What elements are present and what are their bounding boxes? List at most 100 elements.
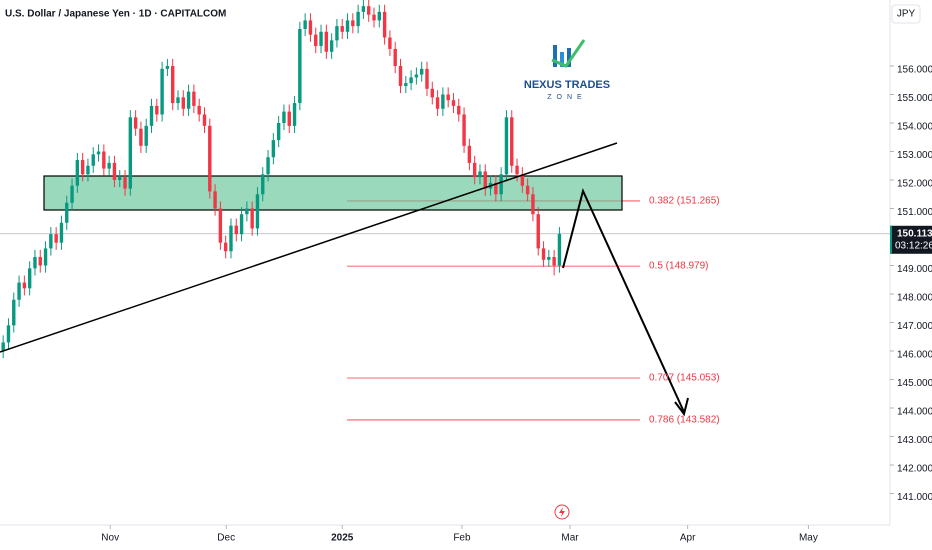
- projection-path: [562, 188, 685, 413]
- candle-body: [345, 20, 350, 32]
- candle-body: [1, 342, 5, 352]
- candle-body: [149, 105, 154, 126]
- candle-body: [234, 225, 238, 235]
- candle-body: [494, 182, 498, 195]
- candle-body: [107, 162, 111, 169]
- candle-body: [483, 171, 487, 189]
- candle-body: [472, 162, 477, 178]
- candle-body: [6, 325, 11, 343]
- candle-body: [202, 114, 207, 126]
- arrow-head: [674, 397, 689, 417]
- candle-body: [319, 31, 323, 47]
- candle-body: [404, 83, 408, 86]
- candle-body: [340, 26, 344, 32]
- trend-line: [0, 142, 618, 353]
- logo-subtitle: ZONE: [547, 94, 586, 101]
- candle-body: [213, 191, 217, 209]
- support-zone: [43, 175, 623, 211]
- event-icon[interactable]: [554, 504, 570, 520]
- fib-label: 0.707 (145.053): [649, 373, 720, 384]
- candle-body: [504, 117, 509, 175]
- candle-body: [165, 66, 170, 69]
- x-tick-label: 2025: [331, 533, 354, 544]
- y-tick-label: 152.000: [897, 179, 932, 190]
- y-tick-label: 145.000: [897, 378, 932, 389]
- candle-body: [102, 151, 106, 169]
- candle-body: [393, 48, 397, 67]
- candle-body: [239, 214, 244, 235]
- candle-body: [329, 40, 334, 52]
- candle-body: [208, 125, 212, 192]
- candle-body: [361, 6, 366, 12]
- candle-body: [33, 256, 37, 269]
- candle-body: [65, 202, 69, 223]
- candle-body: [367, 6, 371, 15]
- x-tick-label: Dec: [217, 533, 235, 544]
- candle-body: [70, 185, 74, 203]
- candle-body: [118, 177, 122, 181]
- candle-body: [446, 94, 450, 101]
- candle-body: [17, 282, 21, 300]
- candle-body: [171, 66, 175, 104]
- last-price-label: 150.113: [897, 228, 932, 239]
- candle-body: [54, 234, 58, 243]
- candle-body: [218, 208, 223, 243]
- candle-body: [27, 268, 32, 289]
- currency-box[interactable]: [891, 4, 921, 24]
- candle-body: [435, 97, 440, 109]
- candle-body: [409, 77, 413, 84]
- candle-body: [282, 111, 286, 124]
- candle-body: [335, 26, 339, 41]
- candle-body: [308, 20, 313, 35]
- candle-body: [451, 100, 456, 106]
- fib-label: 0.786 (143.582): [649, 415, 720, 426]
- candle-body: [181, 97, 185, 109]
- y-tick-label: 156.000: [897, 65, 932, 76]
- y-tick-label: 141.000: [897, 492, 932, 503]
- candle-body: [112, 162, 117, 181]
- candle-body: [229, 225, 233, 252]
- y-tick-label: 147.000: [897, 321, 932, 332]
- candle-body: [91, 154, 95, 166]
- candle-body: [250, 208, 254, 229]
- candle-body: [541, 248, 546, 260]
- x-tick-label: Apr: [680, 533, 696, 544]
- candle-body: [12, 299, 16, 326]
- last-price-badge: [890, 225, 932, 254]
- logo-bar: [560, 52, 564, 67]
- candle-body: [356, 11, 360, 27]
- candle-body: [425, 68, 429, 89]
- candle-body: [186, 91, 191, 109]
- candle-body: [478, 171, 482, 178]
- x-tick-label: Feb: [453, 533, 471, 544]
- candle-body: [49, 234, 53, 249]
- candle-body: [419, 68, 424, 75]
- candle-body: [547, 256, 551, 260]
- candle-body: [176, 97, 180, 104]
- candle-body: [123, 177, 127, 189]
- fib-label: 0.5 (148.979): [649, 261, 709, 272]
- candle-body: [144, 125, 148, 146]
- candle-body: [525, 185, 530, 195]
- candle-body: [499, 174, 503, 195]
- y-tick-label: 146.000: [897, 350, 932, 361]
- candle-body: [372, 14, 376, 21]
- y-tick-label: 143.000: [897, 435, 932, 446]
- candle-body: [377, 11, 382, 21]
- candle-body: [139, 128, 143, 146]
- x-tick-label: Mar: [561, 533, 579, 544]
- candle-body: [520, 174, 525, 186]
- candle-body: [75, 160, 80, 186]
- last-price-accent: [890, 225, 892, 254]
- candle-body: [314, 34, 318, 47]
- currency-label[interactable]: JPY: [897, 9, 916, 20]
- candle-body: [38, 256, 42, 266]
- candle-body: [133, 117, 138, 129]
- candle-body: [80, 160, 85, 175]
- y-tick-label: 151.000: [897, 207, 932, 218]
- x-tick-label: Nov: [101, 533, 119, 544]
- y-tick-label: 153.000: [897, 150, 932, 161]
- candle-body: [351, 20, 355, 27]
- logo-check: [551, 39, 586, 68]
